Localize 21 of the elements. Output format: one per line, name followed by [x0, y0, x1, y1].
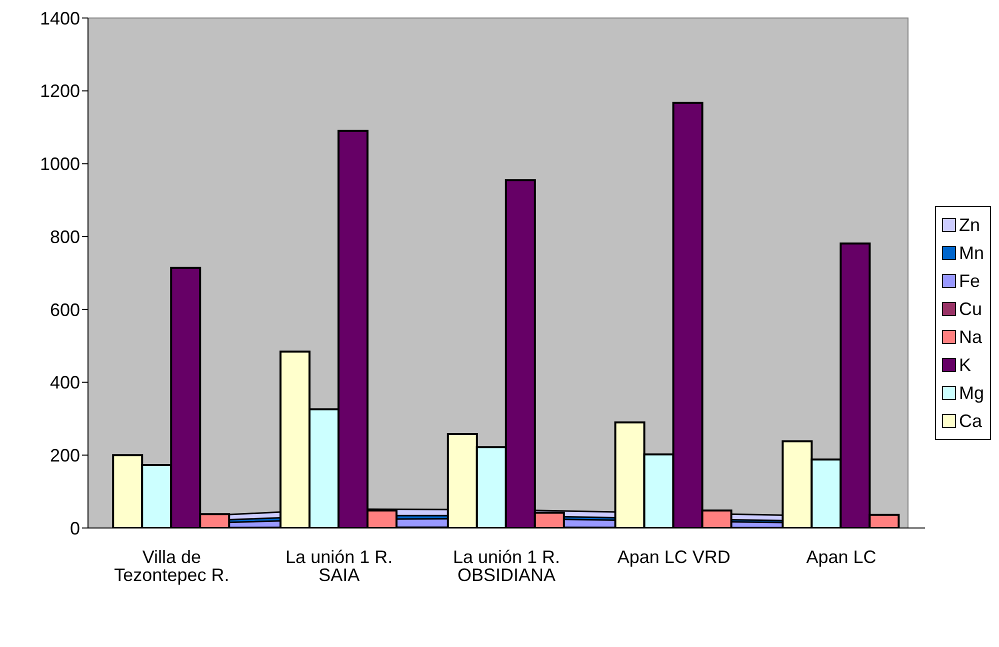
y-tick-label: 0	[70, 518, 80, 538]
legend-label: K	[958, 354, 971, 376]
y-tick-label: 1200	[40, 81, 80, 102]
x-tick-label: La unión 1 R. SAIA	[286, 546, 393, 585]
x-tick-label: Apan LC	[806, 546, 876, 567]
y-tick-label: 600	[50, 300, 80, 320]
legend-label: Cu	[958, 298, 982, 320]
y-tick-label: 800	[50, 226, 80, 247]
legend-label: Fe	[958, 270, 980, 292]
legend-label: Zn	[958, 214, 980, 236]
x-tick-label: Villa de Tezontepec R.	[114, 546, 230, 585]
y-tick-label: 400	[50, 372, 80, 393]
legend-label: Mg	[958, 382, 984, 404]
legend-label: Na	[958, 326, 982, 348]
legend-label: Ca	[958, 410, 982, 432]
x-tick-label: Apan LC VRD	[617, 546, 730, 567]
x-tick-label: La unión 1 R. OBSIDIANA	[452, 546, 560, 585]
y-tick-label: 1000	[40, 154, 80, 174]
y-tick-label: 1400	[40, 8, 80, 28]
y-tick-label: 200	[50, 446, 80, 466]
legend-label: Mn	[958, 242, 984, 264]
